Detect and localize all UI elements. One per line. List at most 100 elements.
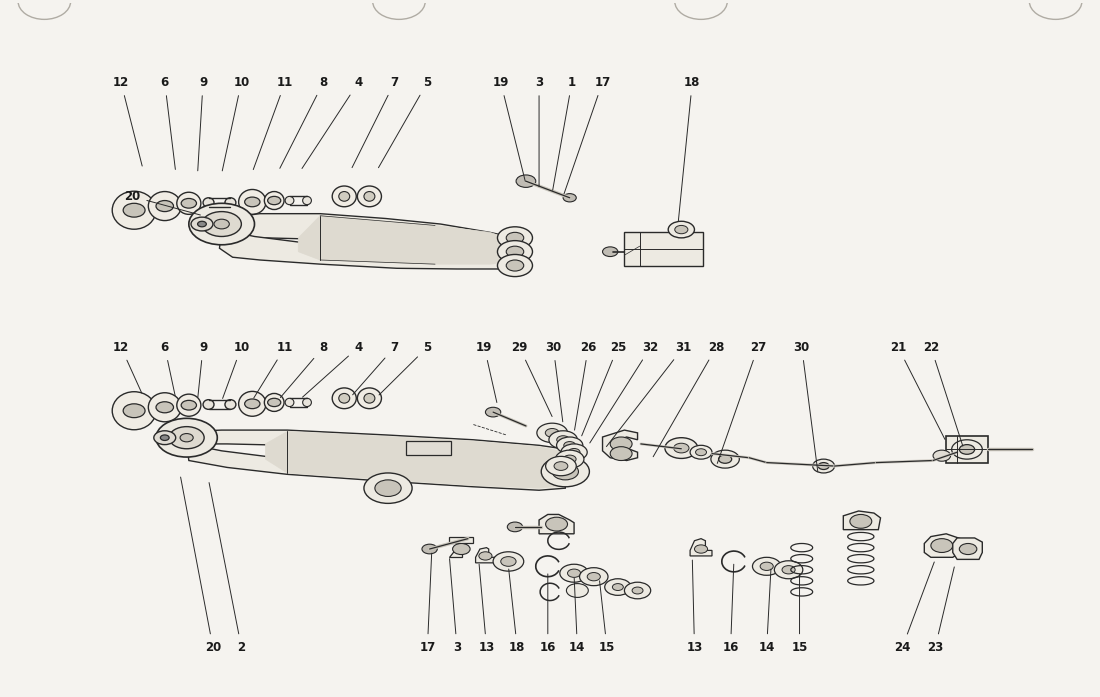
Text: 15: 15 bbox=[598, 581, 615, 654]
Text: 6: 6 bbox=[161, 341, 175, 396]
Text: 8: 8 bbox=[280, 341, 328, 397]
Ellipse shape bbox=[239, 190, 266, 215]
Circle shape bbox=[546, 457, 576, 476]
Circle shape bbox=[156, 401, 174, 413]
Circle shape bbox=[718, 455, 732, 464]
Circle shape bbox=[563, 194, 576, 202]
Ellipse shape bbox=[339, 393, 350, 403]
Ellipse shape bbox=[332, 186, 356, 207]
Circle shape bbox=[541, 457, 590, 487]
Bar bbox=[625, 232, 703, 266]
Circle shape bbox=[506, 246, 524, 257]
Circle shape bbox=[244, 197, 260, 207]
Polygon shape bbox=[220, 229, 515, 269]
Circle shape bbox=[497, 254, 532, 277]
Circle shape bbox=[182, 199, 197, 208]
Text: 15: 15 bbox=[791, 574, 807, 654]
Circle shape bbox=[557, 436, 570, 444]
Circle shape bbox=[952, 440, 982, 459]
Text: 7: 7 bbox=[353, 341, 398, 395]
Ellipse shape bbox=[364, 192, 375, 201]
Text: 28: 28 bbox=[653, 341, 725, 457]
Circle shape bbox=[587, 572, 601, 581]
Text: 9: 9 bbox=[198, 76, 207, 171]
Circle shape bbox=[605, 579, 631, 595]
Circle shape bbox=[156, 201, 174, 212]
Text: 18: 18 bbox=[679, 76, 701, 221]
Circle shape bbox=[933, 450, 950, 461]
Text: 26: 26 bbox=[574, 341, 596, 430]
Circle shape bbox=[485, 407, 501, 417]
Circle shape bbox=[422, 544, 438, 554]
Circle shape bbox=[552, 464, 579, 480]
Circle shape bbox=[603, 247, 618, 256]
Circle shape bbox=[959, 445, 975, 454]
Text: 32: 32 bbox=[590, 341, 659, 443]
Circle shape bbox=[267, 197, 280, 205]
Polygon shape bbox=[298, 216, 515, 264]
Circle shape bbox=[668, 221, 694, 238]
Text: 29: 29 bbox=[512, 341, 552, 417]
Text: 14: 14 bbox=[759, 569, 774, 654]
Circle shape bbox=[561, 444, 587, 461]
Text: 27: 27 bbox=[717, 341, 766, 464]
Polygon shape bbox=[449, 537, 473, 558]
Circle shape bbox=[711, 450, 739, 468]
Ellipse shape bbox=[302, 398, 311, 406]
Text: 23: 23 bbox=[927, 567, 955, 654]
Ellipse shape bbox=[264, 192, 284, 210]
Circle shape bbox=[267, 398, 280, 406]
Circle shape bbox=[507, 522, 522, 532]
Text: 3: 3 bbox=[535, 76, 543, 187]
Circle shape bbox=[546, 517, 568, 531]
Text: 20: 20 bbox=[124, 190, 200, 215]
Circle shape bbox=[244, 399, 260, 408]
Ellipse shape bbox=[204, 399, 214, 409]
Text: 7: 7 bbox=[352, 76, 398, 167]
Circle shape bbox=[564, 442, 575, 449]
Text: 5: 5 bbox=[379, 341, 431, 395]
Ellipse shape bbox=[224, 399, 235, 409]
Ellipse shape bbox=[224, 198, 235, 208]
Circle shape bbox=[557, 437, 583, 454]
Ellipse shape bbox=[364, 393, 375, 403]
Ellipse shape bbox=[302, 197, 311, 205]
Circle shape bbox=[613, 583, 624, 590]
Circle shape bbox=[198, 221, 207, 227]
Ellipse shape bbox=[358, 388, 382, 408]
Text: 17: 17 bbox=[419, 553, 436, 654]
Circle shape bbox=[695, 449, 706, 456]
Circle shape bbox=[760, 562, 773, 570]
Circle shape bbox=[375, 480, 402, 496]
Circle shape bbox=[664, 438, 697, 459]
Ellipse shape bbox=[177, 394, 201, 416]
Text: 8: 8 bbox=[279, 76, 328, 168]
Circle shape bbox=[156, 418, 218, 457]
Circle shape bbox=[690, 445, 712, 459]
Text: 10: 10 bbox=[222, 341, 250, 399]
Circle shape bbox=[506, 232, 524, 243]
Text: 25: 25 bbox=[582, 341, 626, 436]
Text: 9: 9 bbox=[198, 341, 207, 397]
Ellipse shape bbox=[204, 198, 214, 208]
Circle shape bbox=[537, 423, 568, 443]
Circle shape bbox=[497, 227, 532, 249]
Circle shape bbox=[568, 569, 581, 577]
Text: 1: 1 bbox=[552, 76, 576, 190]
Text: 22: 22 bbox=[923, 341, 962, 446]
Text: 19: 19 bbox=[476, 341, 497, 402]
Polygon shape bbox=[475, 548, 495, 563]
Text: 4: 4 bbox=[302, 76, 363, 169]
Ellipse shape bbox=[339, 192, 350, 201]
Polygon shape bbox=[690, 539, 712, 556]
Circle shape bbox=[694, 545, 707, 553]
Polygon shape bbox=[844, 511, 880, 530]
Circle shape bbox=[554, 461, 568, 470]
Text: 12: 12 bbox=[113, 76, 142, 166]
Circle shape bbox=[569, 448, 580, 456]
Circle shape bbox=[752, 558, 781, 575]
Ellipse shape bbox=[285, 398, 294, 406]
Polygon shape bbox=[953, 538, 982, 560]
Circle shape bbox=[625, 582, 651, 599]
Circle shape bbox=[123, 404, 145, 418]
